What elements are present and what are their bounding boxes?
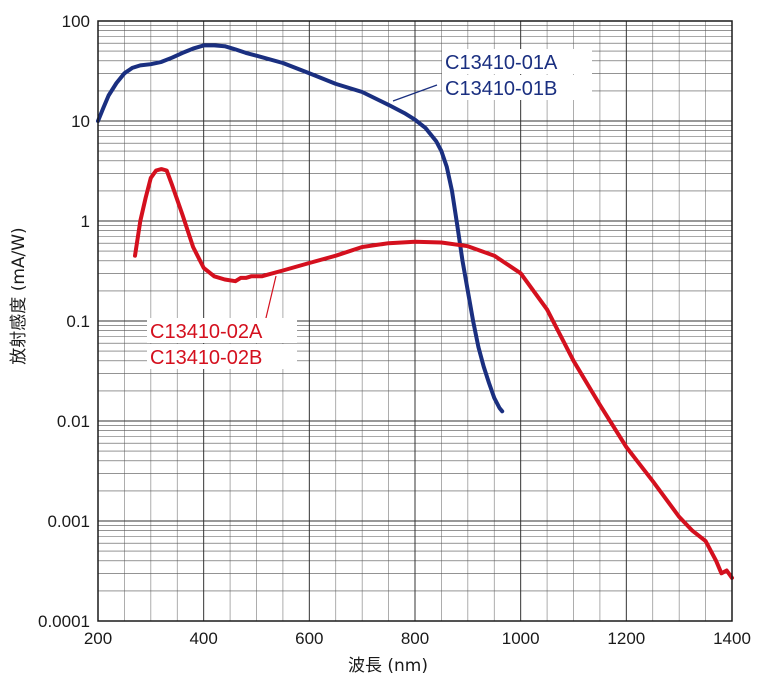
series-line-2: [133, 167, 734, 580]
series-label-backdrop: [147, 318, 297, 343]
series-line-1: [96, 43, 505, 414]
series-label-1-line-2: C13410-01B: [445, 78, 557, 100]
x-axis-title: 波長 (nm): [348, 656, 428, 676]
y-tick-label: 0.01: [57, 412, 90, 431]
x-tick-label: 400: [189, 629, 217, 648]
x-tick-label: 200: [84, 629, 112, 648]
x-tick-label: 1400: [713, 629, 751, 648]
series-label-leader-1: [392, 84, 438, 102]
y-tick-labels: 100 10 1 0.1 0.01 0.001 0.0001: [38, 12, 90, 631]
x-tick-label: 1200: [607, 629, 645, 648]
series-label-1-line-1: C13410-01A: [445, 52, 558, 74]
y-tick-label: 0.0001: [38, 612, 90, 631]
x-tick-labels: 200 400 600 800 1000 1200 1400: [84, 629, 751, 648]
x-tick-label: 600: [295, 629, 323, 648]
y-tick-label: 10: [71, 112, 90, 131]
series-label-2-line-1: C13410-02A: [150, 321, 263, 343]
series-label-2-line-2: C13410-02B: [150, 347, 262, 369]
y-tick-label: 0.001: [47, 512, 90, 531]
y-tick-label: 1: [81, 212, 90, 231]
series-labels: C13410-01A C13410-01B C13410-02A C13410-02B: [147, 49, 592, 369]
x-tick-label: 1000: [502, 629, 540, 648]
series-label-backdrop: [442, 75, 592, 100]
series-label-backdrop: [147, 344, 297, 369]
plot-frame: [97, 20, 733, 622]
y-tick-label: 100: [62, 12, 90, 31]
y-axis-title: 放射感度 (mA/W): [9, 227, 29, 364]
series-layer: [96, 43, 734, 580]
y-tick-label: 0.1: [66, 312, 90, 331]
x-tick-label: 800: [401, 629, 429, 648]
series-label-backdrop: [442, 49, 592, 74]
series-label-leader-2: [264, 275, 277, 323]
